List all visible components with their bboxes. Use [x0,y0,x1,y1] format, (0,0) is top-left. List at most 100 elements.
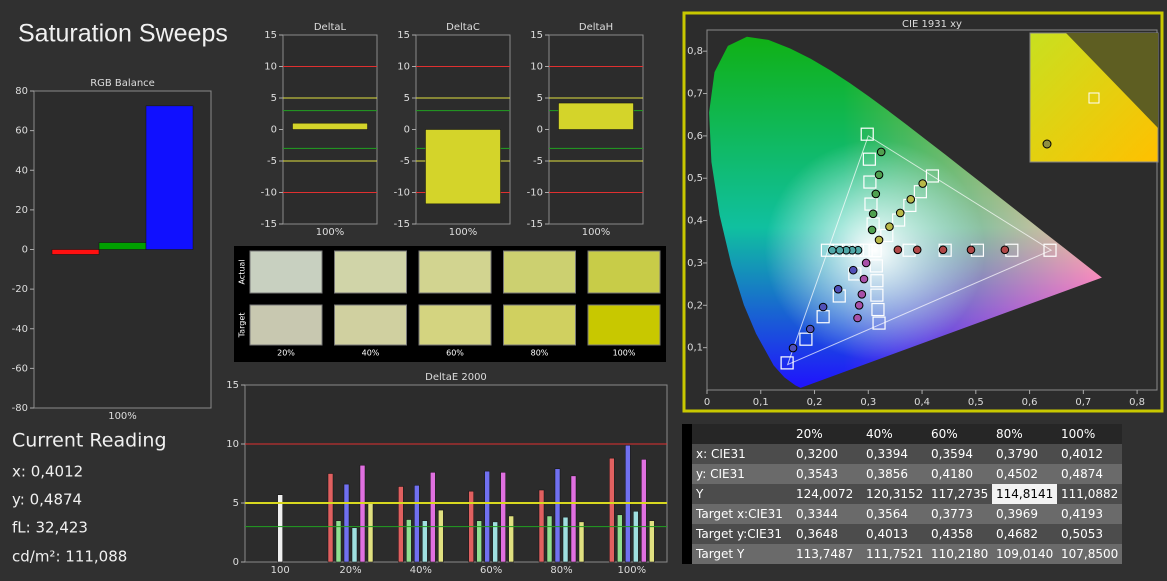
bar [335,520,342,563]
bar [425,129,501,205]
table-cell: y: CIE31 [682,464,792,484]
table-cell: 107,8500 [1057,544,1122,564]
table-cell: 0,3790 [992,444,1057,464]
measured-point [871,189,881,199]
y-tick-label: 0,4 [687,216,703,227]
target-point [780,356,794,370]
bar [558,102,634,130]
y-tick-label: 10 [530,62,543,73]
x-tick-label: 0,6 [1022,397,1038,408]
x-tick-label: 100% [108,411,137,422]
y-tick-label: 0 [233,557,239,568]
y-tick-label: 15 [226,380,239,391]
swatch-label: 20% [277,349,295,358]
bar [422,520,428,563]
measured-point [848,265,858,275]
x-tick-label: 100% [582,227,611,238]
x-tick-label: 0,2 [807,397,823,408]
color-swatch [249,304,323,346]
bar [414,485,420,563]
bar [367,502,374,563]
y-tick-label: -10 [527,188,543,199]
measured-point [788,343,798,353]
y-tick-label: 0 [404,125,410,136]
chart-title: RGB Balance [90,78,155,89]
color-swatch [334,304,407,346]
bar [398,486,404,563]
measured-point [854,300,864,310]
swatch-label: 80% [531,349,549,358]
measured-point [918,179,927,188]
target-point [864,197,878,211]
x-tick-label: 0,4 [914,397,930,408]
x-tick-label: 0,8 [1129,397,1145,408]
table-row: Target y:CIE31 0,3648 0,4013 0,4358 0,4682 0,… [682,524,1122,544]
measured-point [857,289,867,299]
bar [633,511,639,563]
color-swatch [334,250,407,294]
table-row: y: CIE31 0,3543 0,3856 0,4180 0,4502 0,4874 [682,464,1122,484]
y-tick-label: 15 [397,30,410,41]
y-tick-label: 0 [271,125,277,136]
table-cell: 0,3773 [927,504,992,524]
y-tick-label: -10 [394,188,410,199]
x-tick-label: 0 [704,397,710,408]
y-tick-label: 15 [530,30,543,41]
bar [570,475,577,563]
measured-point [1000,245,1010,255]
x-tick-label: 100% [618,565,647,576]
target-point [860,127,874,141]
y-tick-label: 5 [537,93,543,104]
table-cell: 0,4013 [862,524,927,544]
table-cell: 0,3543 [792,464,862,484]
y-tick-label: -40 [12,324,28,335]
table-cell: x: CIE31 [682,444,792,464]
table-row: Target Y 113,7487 111,7521 110,2180 109,0140… [682,544,1122,564]
measured-point [876,147,886,157]
color-swatch [587,304,661,346]
measured-point [893,245,903,255]
table-cell: 0,3394 [862,444,927,464]
bar [578,521,585,563]
x-tick-label: 100% [316,227,345,238]
measured-point [895,208,905,218]
x-tick-label: 20% [339,565,361,576]
y-tick-label: 0,6 [687,131,703,142]
cie-inset [1029,32,1159,163]
table-cell: 0,4180 [927,464,992,484]
swatch-label: 40% [362,349,380,358]
measured-point [885,222,894,231]
x-tick-label: 100 [271,565,290,576]
color-swatch [503,250,576,294]
target-point [870,274,884,288]
table-cell: 0,3200 [792,444,862,464]
swatch-label: 60% [446,349,464,358]
x-tick-label: 0,3 [860,397,876,408]
bar [546,515,553,563]
table-cell: 111,0882 [1057,484,1122,504]
y-tick-label: -5 [400,156,410,167]
reading-line: x: 0,4012 [12,463,83,481]
bar [145,105,194,250]
bar [430,472,436,563]
x-tick-label: 60% [480,565,502,576]
x-tick-label: 100% [449,227,478,238]
bar [649,520,655,563]
measured-point [859,274,869,284]
bar [554,468,561,563]
y-tick-label: 20 [15,205,28,216]
x-tick-label: 0,7 [1075,397,1091,408]
measured-point [874,235,884,245]
bar [641,459,647,563]
y-tick-label: -60 [12,363,28,374]
table-cell: 0,4502 [992,464,1057,484]
bar [359,464,366,563]
x-tick-label: 40% [410,565,432,576]
y-tick-label: 0,5 [687,173,703,184]
bar [476,520,482,563]
swatch-row-label: Target [238,313,247,339]
bar [277,494,283,563]
y-tick-label: 0,3 [687,258,703,269]
y-tick-label: 0,7 [687,89,703,100]
table-cell: 124,0072 [792,484,862,504]
